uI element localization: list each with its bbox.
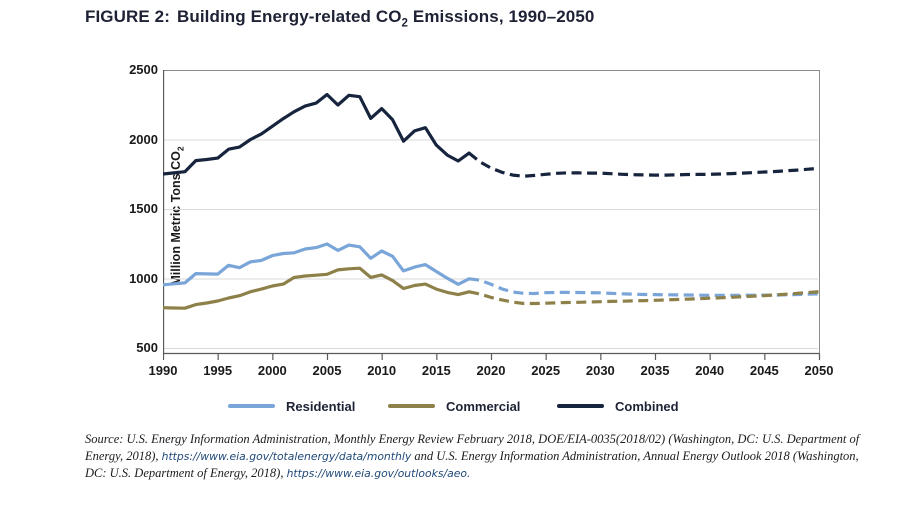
x-tick-label: 2050 [804,363,834,378]
x-tick-label: 1990 [148,363,178,378]
x-tick-label: 2030 [585,363,615,378]
figure-number-label: FIGURE 2: [85,7,170,26]
figure-title-tail: Emissions, 1990–2050 [408,7,595,26]
legend-item-residential: Residential [228,398,355,414]
series-line-commercial-history [163,266,471,310]
x-tick-label: 2040 [695,363,725,378]
series-line-commercial-projection [468,290,820,306]
x-tick-label: 1995 [203,363,233,378]
x-tick-label: 2035 [640,363,670,378]
y-tick-label: 1500 [129,201,158,216]
legend-item-commercial: Commercial [388,398,520,414]
x-tick-label: 2000 [257,363,287,378]
legend-label-combined: Combined [615,398,679,414]
figure-title-main: Building Energy-related CO [176,7,402,26]
legend-item-combined: Combined [557,398,679,414]
x-tick-label: 2005 [312,363,342,378]
y-tick-label: 2500 [129,62,158,77]
legend-swatch-residential [228,404,275,408]
source-note: Source: U.S. Energy Information Administ… [85,431,865,483]
legend-swatch-commercial [388,404,435,408]
y-tick-label: 2000 [129,131,158,147]
plot-area [163,70,821,360]
plot-border [163,70,820,354]
series-line-residential-history [163,242,471,287]
x-tick-label: 2010 [367,363,397,378]
x-tick-label: 2020 [476,363,506,378]
x-tick-label: 2015 [421,363,451,378]
figure-title: FIGURE 2: Building Energy-related CO2 Emi… [85,7,594,29]
legend-label-residential: Residential [286,398,356,414]
figure-title-text: Building Energy-related CO2 Emissions, 1… [176,7,595,30]
figure-title-subscript: 2 [401,17,409,30]
y-tick-label: 1000 [129,270,158,286]
x-tick-label: 2025 [531,363,561,378]
series-line-residential-projection [468,277,820,297]
series-line-combined-projection [468,151,820,178]
y-tick-label: 500 [136,340,158,355]
series-line-combined-history [163,92,471,176]
source-url-link[interactable]: https://www.eia.gov/totalenergy/data/mon… [161,449,412,463]
source-text: and U.S. Energy Information Administrati… [85,448,859,481]
x-tick-label: 2045 [749,363,779,378]
legend-swatch-combined [557,404,604,408]
source-url-link[interactable]: https://www.eia.gov/outlooks/aeo. [286,467,471,480]
legend-label-commercial: Commercial [446,398,521,414]
source-text: Source: U.S. Energy Information Administ… [85,432,860,463]
